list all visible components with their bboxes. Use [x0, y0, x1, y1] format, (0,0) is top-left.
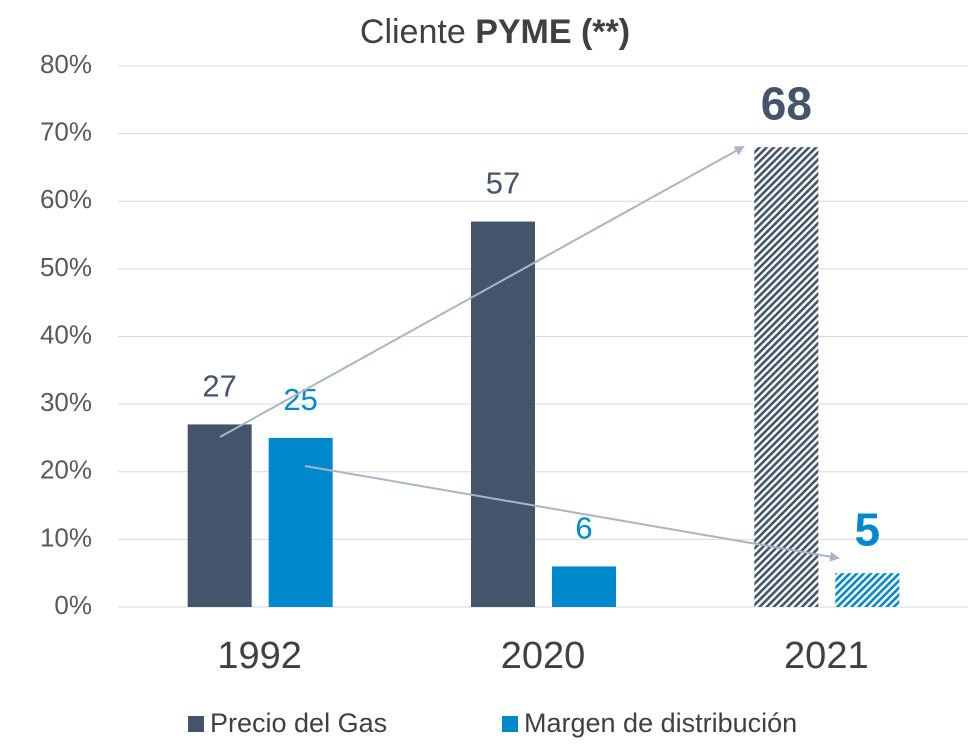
y-tick-label: 80% [40, 49, 92, 79]
legend-swatch [188, 716, 204, 732]
data-label: 6 [575, 511, 592, 546]
bar [835, 573, 900, 607]
bar [187, 424, 252, 607]
chart-title: Cliente PYME (**) [360, 13, 630, 51]
data-label: 5 [855, 503, 881, 555]
bar [471, 221, 535, 607]
y-tick-label: 70% [40, 117, 92, 147]
y-tick-label: 60% [40, 184, 92, 214]
legend-swatch [502, 716, 518, 732]
y-tick-label: 10% [40, 522, 92, 552]
y-tick-label: 20% [40, 455, 92, 485]
x-tick-label: 2021 [784, 635, 869, 677]
data-label: 57 [486, 166, 520, 201]
bar [268, 437, 333, 607]
data-label: 27 [202, 369, 236, 404]
bar [754, 147, 819, 607]
data-label: 68 [761, 77, 812, 129]
bar [552, 566, 616, 607]
x-tick-label: 1992 [217, 635, 302, 677]
y-tick-label: 50% [40, 252, 92, 282]
y-tick-label: 0% [54, 590, 92, 620]
legend-label: Margen de distribución [524, 708, 797, 738]
y-tick-label: 30% [40, 387, 92, 417]
title-part: Cliente [360, 13, 466, 51]
x-tick-label: 2020 [501, 635, 586, 677]
legend-label: Precio del Gas [210, 708, 387, 738]
trend-arrow [219, 146, 745, 438]
y-tick-label: 40% [40, 319, 92, 349]
trend-arrow [304, 465, 840, 562]
title-part: PYME (**) [475, 13, 630, 51]
